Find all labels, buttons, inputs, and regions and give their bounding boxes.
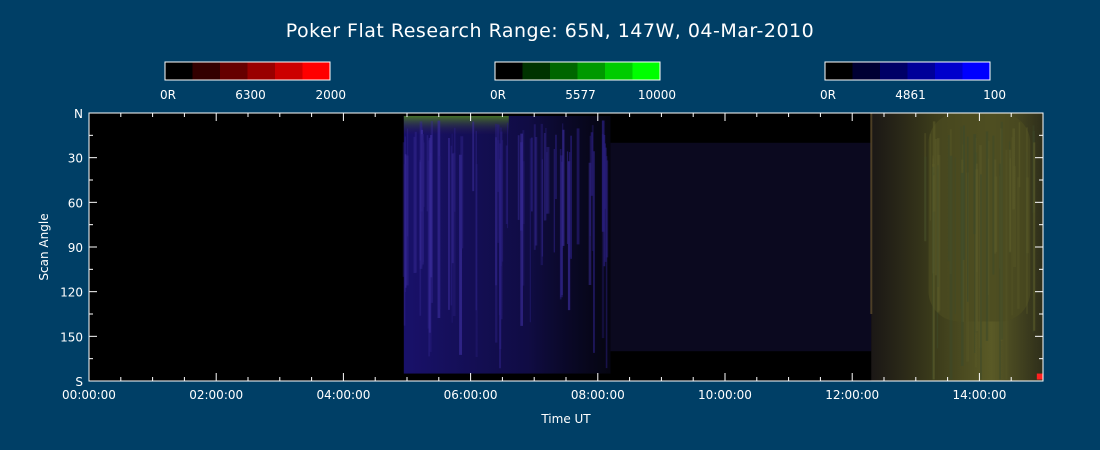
y-tick-label: S (75, 375, 83, 389)
colorbar-segment (550, 62, 578, 80)
colorbar-segment (880, 62, 908, 80)
colorbar-segment (852, 62, 881, 80)
colorbar-segment (302, 62, 331, 80)
colorbar-min-label: 0R (490, 88, 506, 102)
colorbar-frame (494, 61, 661, 81)
colorbar-segment (632, 62, 661, 80)
x-tick-label: 08:00:00 (571, 388, 625, 402)
colorbar-segment (247, 62, 276, 80)
region-green-arc-edge (403, 115, 509, 134)
colorbar-group: 0R 6300 2000 0R 5577 10000 0R 4861 100 (160, 61, 1006, 102)
colorbar-segment (192, 62, 221, 80)
y-tick-label: 30 (68, 152, 83, 166)
y-axis-label: Scan Angle (37, 213, 51, 280)
y-tick-label: 120 (60, 286, 83, 300)
colorbar-min-label: 0R (820, 88, 836, 102)
y-tick-label: 150 (60, 330, 83, 344)
colorbar-frame (824, 61, 991, 81)
colorbar-frame (164, 61, 331, 81)
colorbar-red: 0R 6300 2000 (160, 61, 346, 102)
colorbar-segment (605, 62, 633, 80)
colorbar-green: 0R 5577 10000 (490, 61, 676, 102)
colorbar-segment (495, 62, 523, 80)
colorbar-max-label: 100 (983, 88, 1006, 102)
colorbar-segment (825, 62, 853, 80)
data-regions (402, 113, 1043, 381)
x-tick-label: 12:00:00 (825, 388, 879, 402)
x-tick-label: 10:00:00 (698, 388, 752, 402)
colorbar-min-label: 0R (160, 88, 176, 102)
colorbar-segment (522, 62, 551, 80)
colorbar-blue: 0R 4861 100 (820, 61, 1006, 102)
chart-title: Poker Flat Research Range: 65N, 147W, 04… (286, 20, 814, 42)
colorbar-segment (962, 62, 991, 80)
colorbar-segment (935, 62, 963, 80)
x-tick-label: 04:00:00 (316, 388, 370, 402)
colorbar-wavelength-label: 4861 (895, 88, 926, 102)
colorbar-max-label: 2000 (315, 88, 346, 102)
y-tick-label: 90 (68, 241, 83, 255)
x-tick-label: 14:00:00 (952, 388, 1006, 402)
colorbar-wavelength-label: 6300 (235, 88, 266, 102)
plot-area: 00:00:00 02:00:00 04:00:00 06:00:00 08:00:00… (60, 107, 1044, 402)
colorbar-segment (907, 62, 936, 80)
y-tick-label: N (74, 107, 83, 121)
colorbar-segment (275, 62, 303, 80)
x-tick-label: 00:00:00 (62, 388, 116, 402)
x-tick-label: 02:00:00 (189, 388, 243, 402)
region-faint-blue-tail (610, 142, 872, 352)
y-axis: N 30 60 90 120 150 S (60, 107, 1043, 389)
end-marker (1036, 373, 1043, 380)
colorbar-max-label: 10000 (638, 88, 676, 102)
x-axis-label: Time UT (540, 412, 591, 426)
colorbar-segment (220, 62, 248, 80)
colorbar-segment (577, 62, 606, 80)
colorbar-wavelength-label: 5577 (565, 88, 596, 102)
aurora-streaks (402, 120, 1036, 380)
y-tick-label: 60 (68, 196, 83, 210)
x-axis: 00:00:00 02:00:00 04:00:00 06:00:00 08:00:00… (62, 113, 1044, 402)
colorbar-segment (165, 62, 193, 80)
x-tick-label: 06:00:00 (444, 388, 498, 402)
